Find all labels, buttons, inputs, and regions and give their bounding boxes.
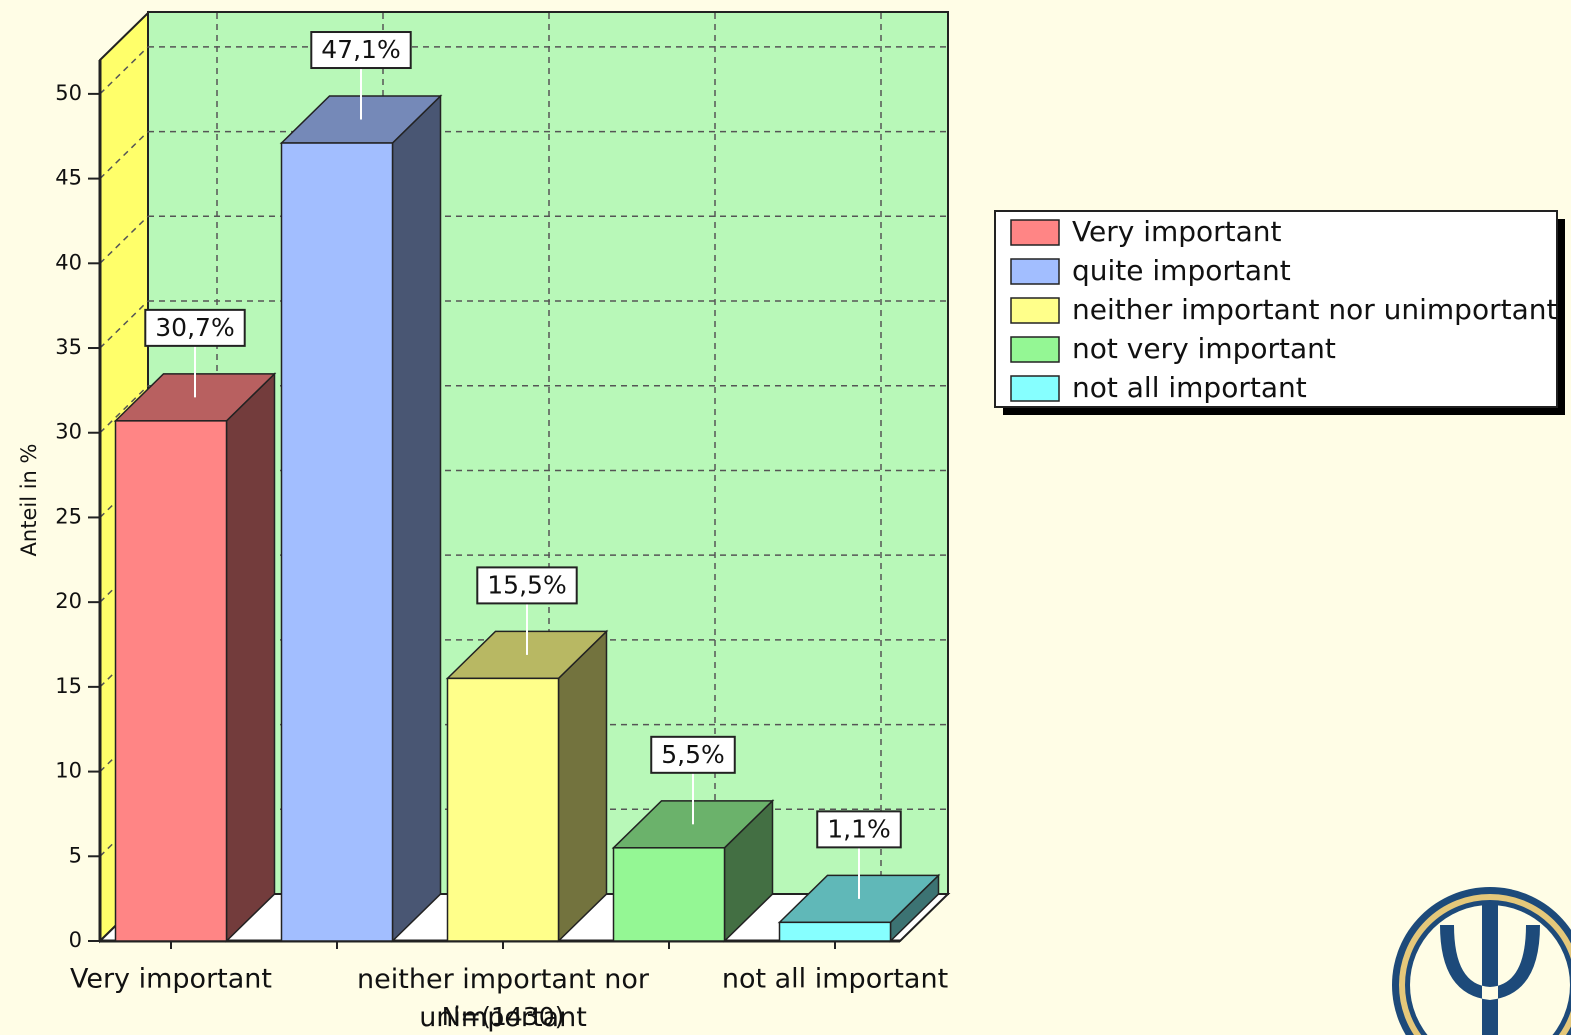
bar-side [557, 629, 608, 943]
x-tick-label: not all important [722, 964, 948, 995]
bar [446, 677, 560, 942]
legend [994, 210, 1558, 408]
value-label: 47,1% [321, 35, 400, 64]
legend-swatch [1010, 297, 1060, 324]
y-tick-label: 15 [55, 674, 82, 698]
x-tick-label: neither important nor unimportant [357, 964, 650, 1033]
legend-swatch [1010, 258, 1060, 285]
grid-line [99, 215, 149, 264]
annotation: N=(1430) [442, 1002, 565, 1031]
grid-line [99, 300, 149, 349]
value-label: 30,7% [155, 313, 234, 342]
value-label-box [310, 31, 412, 70]
y-tick-label: 50 [55, 81, 82, 105]
legend-swatch [1010, 219, 1060, 246]
x-tick-label: Very important [70, 964, 272, 995]
bar [778, 921, 892, 942]
bar-side [391, 94, 442, 943]
grid-line [99, 385, 149, 434]
y-tick-label: 5 [69, 843, 82, 867]
y-tick-label: 35 [55, 335, 82, 359]
value-label: 5,5% [661, 740, 725, 769]
legend-label: neither important nor unimportant [1072, 293, 1557, 326]
legend-label: not all important [1072, 371, 1307, 404]
value-label-box [650, 735, 736, 774]
y-tick-label: 25 [55, 504, 82, 528]
legend-swatch [1010, 336, 1060, 363]
legend-label: Very important [1072, 215, 1282, 248]
y-tick-label: 45 [55, 166, 82, 190]
grid-line [99, 46, 149, 95]
value-label-box [816, 810, 902, 849]
legend-label: quite important [1072, 254, 1291, 287]
value-label: 15,5% [487, 570, 566, 599]
bar [114, 420, 228, 942]
bar [280, 142, 394, 942]
legend-label: not very important [1072, 332, 1336, 365]
grid-line [99, 131, 149, 180]
bar-side [225, 372, 276, 943]
value-label-box [476, 566, 578, 605]
bar [612, 847, 726, 942]
y-tick-label: 10 [55, 759, 82, 783]
value-label-box [144, 308, 246, 347]
logo [1392, 887, 1571, 1035]
y-axis-label: Anteil in % [17, 444, 41, 557]
y-tick-label: 20 [55, 589, 82, 613]
y-tick-label: 30 [55, 420, 82, 444]
y-tick-label: 0 [69, 928, 82, 952]
y-tick-label: 40 [55, 250, 82, 274]
legend-swatch [1010, 375, 1060, 402]
value-label: 1,1% [827, 814, 891, 843]
